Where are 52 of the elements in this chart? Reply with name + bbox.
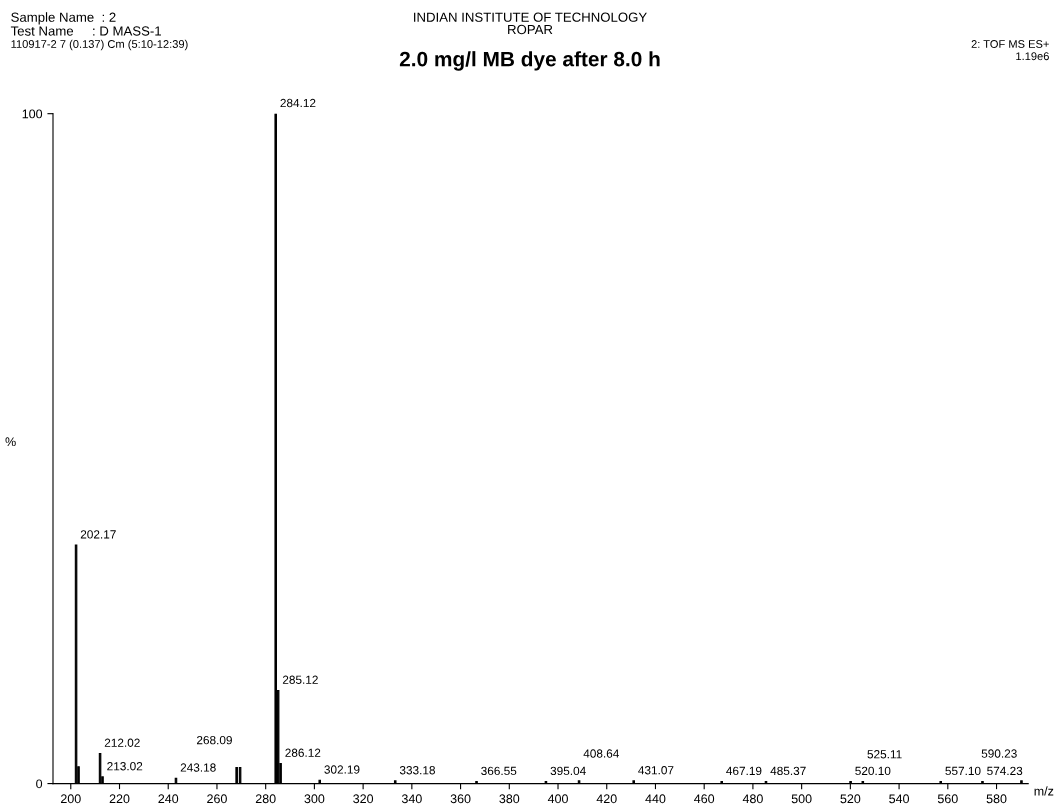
x-tick-label: 260 [207, 794, 227, 804]
x-tick-label: 280 [255, 794, 276, 804]
x-tick-label: 320 [353, 794, 374, 804]
annotation: 408.64 [583, 749, 619, 758]
x-tick-label: 220 [109, 794, 130, 804]
annotation: 590.23 [981, 749, 1017, 758]
y-tick-label: 0 [36, 779, 43, 789]
text: 1.19e6 [1016, 52, 1049, 61]
x-tick-label: 540 [889, 794, 910, 804]
chart-title: 2.0 mg/l MB dye after 8.0 h [399, 51, 660, 71]
x-tick-label: 300 [304, 794, 325, 804]
annotation: 525.11 [867, 750, 902, 759]
x-tick-label: 520 [840, 794, 861, 804]
x-tick-label: 560 [937, 794, 958, 804]
annotation: 395.04 [550, 766, 586, 776]
x-tick-label: 340 [401, 794, 422, 804]
x-axis-title: m/z [1034, 786, 1054, 796]
x-tick-label: 480 [742, 794, 763, 804]
annotation: 212.02 [104, 738, 140, 747]
x-tick-label: 420 [596, 794, 617, 804]
x-tick-label: 240 [158, 794, 179, 804]
annotation: 485.37 [770, 766, 806, 776]
annotation: 366.55 [481, 766, 517, 776]
annotation: 520.10 [855, 766, 891, 776]
text: Sample Name : 2 [11, 12, 116, 25]
x-tick-label: 580 [986, 794, 1007, 804]
annotation: 302.19 [324, 765, 360, 774]
annotation: 557.10 [945, 766, 981, 776]
x-tick-label: 460 [694, 794, 715, 804]
annotation: 243.18 [180, 763, 216, 772]
x-tick-label: 360 [450, 794, 471, 804]
annotation: 285.12 [282, 675, 318, 684]
x-tick-label: 400 [547, 794, 568, 804]
text: 2: TOF MS ES+ [971, 40, 1049, 48]
text: 110917-2 7 (0.137) Cm (5:10-12:39) [11, 39, 188, 51]
annotation: 284.12 [280, 98, 316, 108]
x-tick-label: 440 [645, 794, 666, 804]
annotation: 467.19 [726, 766, 762, 776]
annotation: 333.18 [399, 766, 435, 775]
text: Test Name : D MASS-1 [10, 26, 161, 36]
annotation: 431.07 [638, 766, 674, 775]
y-tick-label: 100 [22, 109, 43, 119]
annotation: 574.23 [987, 766, 1023, 776]
x-tick-label: 500 [791, 794, 812, 804]
annotation: 286.12 [285, 748, 321, 757]
annotation: 213.02 [107, 762, 143, 771]
annotation: 202.17 [80, 530, 116, 539]
y-axis-title: % [5, 437, 16, 447]
x-tick-label: 200 [60, 794, 81, 804]
x-tick-label: 380 [499, 794, 520, 804]
text: INDIAN INSTITUTE OF TECHNOLOGY ROPAR [414, 12, 647, 35]
annotation: 268.09 [196, 735, 232, 745]
